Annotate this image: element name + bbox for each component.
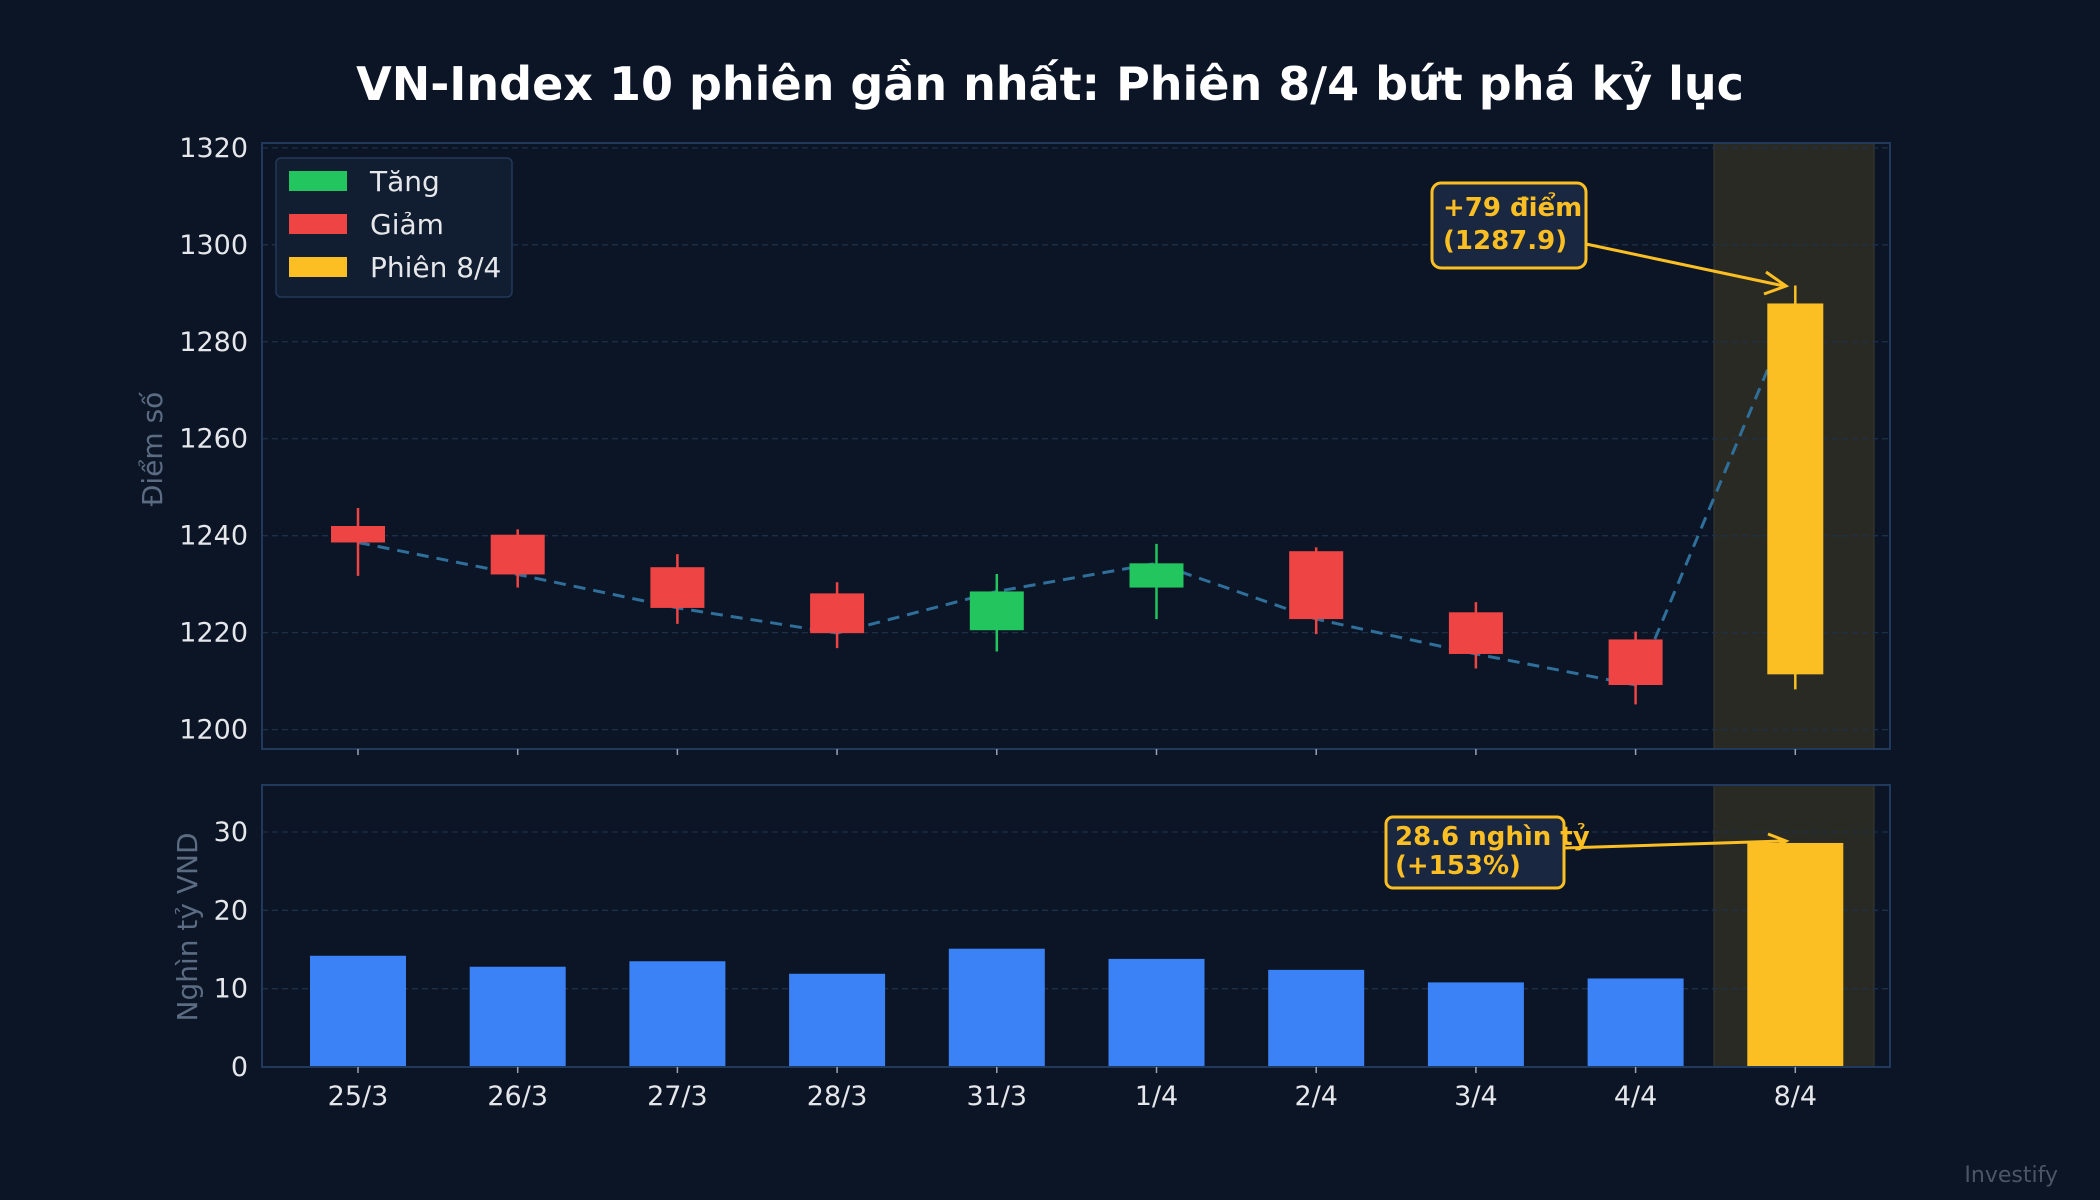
arrow-head (1763, 270, 1790, 296)
volume-bar (1747, 842, 1844, 1067)
y-tick-label: 20 (214, 895, 248, 926)
legend-label: Giảm (370, 208, 444, 241)
x-tick-label: 2/4 (1294, 1081, 1337, 1112)
volume-bar (789, 973, 886, 1067)
legend-label: Phiên 8/4 (370, 251, 501, 284)
legend-label: Tăng (369, 165, 440, 198)
y-tick-label: 1320 (179, 133, 248, 164)
watermark: Investify (1964, 1163, 2058, 1188)
y-tick-label: 1220 (179, 618, 248, 649)
y-tick-label: 10 (214, 974, 248, 1005)
plot-frame (261, 142, 1891, 750)
volume-bar (629, 961, 726, 1067)
y-tick-label: 0 (231, 1052, 248, 1083)
x-tick-label: 25/3 (328, 1081, 389, 1112)
annotation-text: (+153%) (1395, 851, 1521, 881)
volume-bar (310, 955, 406, 1067)
x-tick-label: 31/3 (966, 1081, 1027, 1112)
candle-body (650, 567, 705, 608)
volume-y-axis-label: Nghìn tỷ VND (171, 833, 204, 1022)
annotation-arrow (1563, 839, 1785, 850)
candle-body (1129, 563, 1184, 588)
candle-body (490, 534, 545, 575)
chart-title: VN-Index 10 phiên gần nhất: Phiên 8/4 bứ… (356, 57, 1744, 111)
legend-swatch (289, 171, 347, 191)
candle-body (969, 591, 1024, 631)
annotation-box (1384, 815, 1566, 890)
y-tick-label: 1280 (179, 327, 248, 358)
x-tick-label: 28/3 (807, 1081, 868, 1112)
plot-frame (261, 784, 1891, 1068)
volume-bar (948, 948, 1045, 1067)
volume-bar (1427, 982, 1524, 1067)
x-tick-label: 3/4 (1454, 1081, 1497, 1112)
y-tick-label: 30 (214, 817, 248, 848)
candle-body (1767, 303, 1824, 675)
price-y-axis-label: Điểm số (136, 392, 169, 507)
volume-bar (1108, 958, 1205, 1067)
annotation-text: +79 điểm (1443, 190, 1582, 223)
volume-bar (1268, 969, 1365, 1067)
annotation-arrow (1585, 242, 1785, 288)
x-tick-label: 8/4 (1774, 1081, 1817, 1112)
candle-body (331, 525, 385, 543)
volume-panel: 0 10 20 30 25/3 26/3 27/3 28/3 31/3 1/4 2/4 3/4 4/4 8… (214, 784, 1891, 1112)
legend-swatch (289, 214, 347, 234)
candle-body (1448, 612, 1503, 654)
annotation-box (1430, 181, 1588, 270)
legend-swatch (289, 257, 347, 277)
x-tick-label: 4/4 (1614, 1081, 1657, 1112)
candle-body (810, 593, 865, 634)
price-panel: 1200 1220 1240 1260 1280 1300 1320 Tăng Giảm Phiê… (179, 133, 1891, 755)
x-tick-label: 1/4 (1135, 1081, 1178, 1112)
annotation-text: (1287.9) (1443, 226, 1567, 256)
y-tick-label: 1300 (179, 230, 248, 261)
close-line (357, 302, 1797, 687)
x-tick-label: 27/3 (647, 1081, 708, 1112)
y-tick-label: 1240 (179, 521, 248, 552)
volume-bar (469, 966, 566, 1067)
y-tick-label: 1260 (179, 424, 248, 455)
candle-body (1608, 639, 1663, 686)
y-tick-label: 1200 (179, 715, 248, 746)
annotation-text: 28.6 nghìn tỷ (1395, 822, 1590, 852)
volume-bar (1587, 978, 1684, 1067)
x-tick-label: 26/3 (487, 1081, 548, 1112)
candle-body (1289, 551, 1344, 620)
arrow-head (1767, 832, 1790, 851)
